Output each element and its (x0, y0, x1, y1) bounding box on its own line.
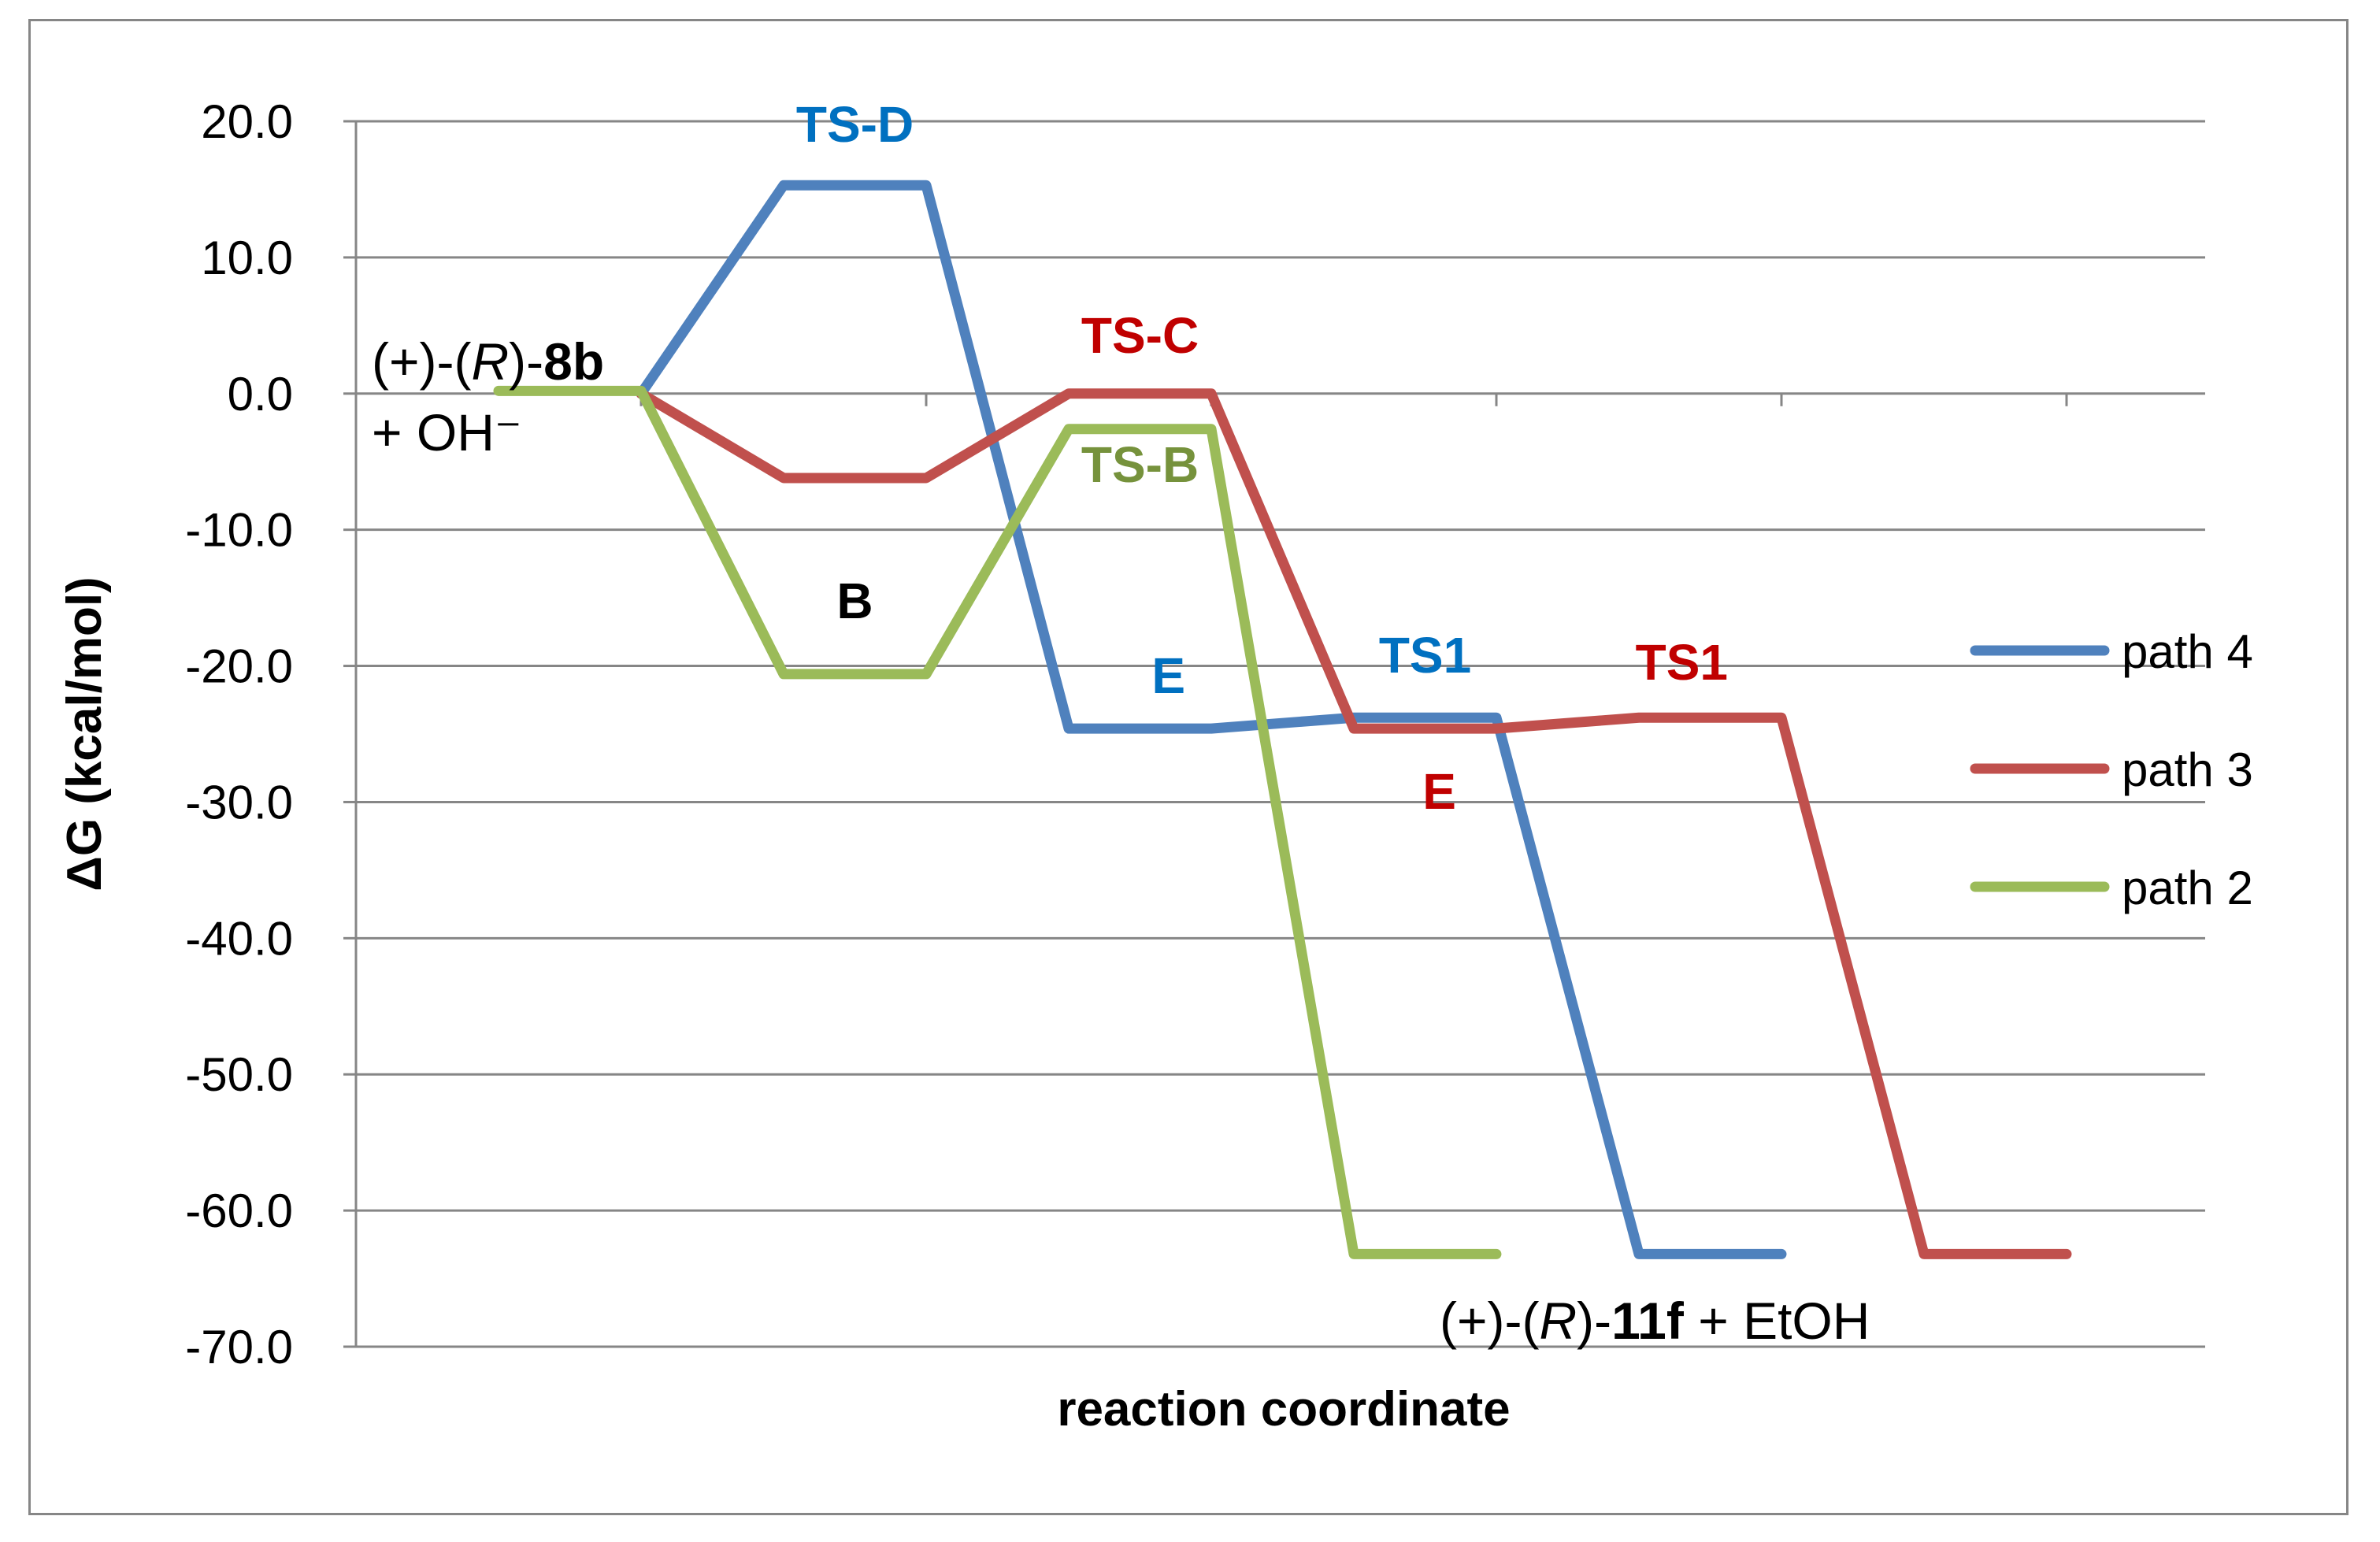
reactant-label: (+)-(R)-8b (372, 332, 604, 391)
x-axis-tick-marks (639, 393, 2068, 406)
y-tick-label: -20.0 (185, 640, 293, 693)
product-label: (+)-(R)-11f + EtOH (1440, 1292, 1870, 1350)
state-label: E (1422, 763, 1456, 820)
y-tick-label: -70.0 (185, 1321, 293, 1373)
state-labels: TS-D TS-C TS-B B E E TS1 TS1 (796, 96, 1728, 820)
chart-frame (28, 19, 2348, 1515)
state-label: TS1 (1636, 634, 1728, 691)
series-lines (493, 180, 2072, 1259)
y-tick-label: 0.0 (228, 368, 293, 421)
state-label: B (836, 573, 873, 629)
y-tick-label: -50.0 (185, 1048, 293, 1101)
state-label: E (1151, 647, 1185, 704)
grid-lines (356, 120, 2205, 1348)
y-tick-label: -10.0 (185, 504, 293, 557)
legend-label: path 2 (2122, 862, 2253, 914)
y-tick-label: 20.0 (201, 95, 293, 148)
y-tick-label: -40.0 (185, 912, 293, 965)
reactant-label-hydroxide: + OH⁻ (372, 403, 522, 461)
state-label: TS1 (1379, 627, 1471, 684)
series-line-path-3 (636, 388, 2072, 1259)
x-axis-title: reaction coordinate (1057, 1382, 1510, 1436)
y-axis-title: ΔG (kcal/mol) (57, 576, 112, 891)
state-label: TS-C (1081, 307, 1199, 364)
series-line-path-2 (493, 385, 1502, 1259)
y-tick-label: 10.0 (201, 232, 293, 284)
state-label: TS-B (1081, 436, 1199, 493)
y-tick-label: -60.0 (185, 1184, 293, 1237)
series-line-path-4 (636, 180, 1787, 1259)
legend-label: path 3 (2122, 743, 2253, 796)
state-label: TS-D (796, 96, 914, 153)
legend-label: path 4 (2122, 625, 2253, 678)
y-axis-ticks: 20.0 10.0 0.0 -10.0 -20.0 -30.0 -40.0 -50.0 -60.… (185, 95, 356, 1373)
y-tick-label: -30.0 (185, 776, 293, 828)
legend: path 4 path 3 path 2 (1970, 625, 2253, 914)
